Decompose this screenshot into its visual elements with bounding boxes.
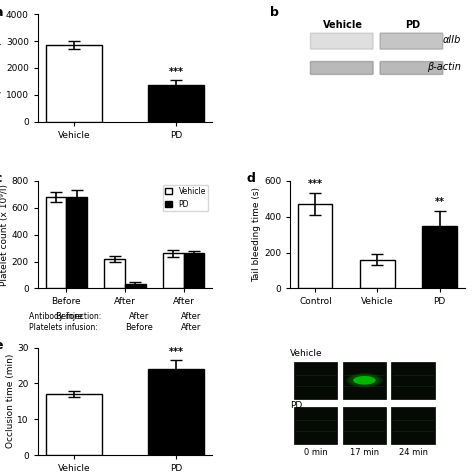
Text: ***: *** [308,179,323,189]
Text: e: e [0,339,3,352]
Bar [298,204,332,288]
Bar [294,407,337,444]
Text: Antibody injection:: Antibody injection: [29,312,101,321]
Text: Before: Before [55,312,83,321]
Text: PD: PD [291,401,302,410]
Text: c: c [0,172,2,185]
Text: PD: PD [405,19,420,29]
Text: 24 min: 24 min [399,447,428,456]
Text: 0 min: 0 min [304,447,328,456]
Bar [392,407,435,444]
Text: After: After [181,312,201,321]
Text: αIIb: αIIb [443,35,461,45]
FancyBboxPatch shape [310,33,373,49]
FancyBboxPatch shape [380,33,443,49]
Text: b: b [270,6,278,18]
Y-axis label: αIIb expression
(Geo Mean): αIIb expression (Geo Mean) [0,34,3,102]
Y-axis label: Platelet count (x 10⁹/l): Platelet count (x 10⁹/l) [0,183,9,286]
Bar [422,226,456,288]
Text: After: After [181,323,201,332]
Bar [104,259,125,288]
Text: Vehicle: Vehicle [323,19,363,29]
FancyBboxPatch shape [380,62,443,74]
Text: Platelets infusion:: Platelets infusion: [29,323,98,332]
Bar [392,362,435,399]
Y-axis label: Tail bleeding time (s): Tail bleeding time (s) [252,187,261,282]
Bar [46,197,66,288]
Bar [46,394,102,455]
Y-axis label: Occlusion time (min): Occlusion time (min) [6,354,15,448]
Ellipse shape [353,376,376,384]
Bar [360,260,394,288]
Text: After: After [129,312,149,321]
Bar [343,407,386,444]
Bar [183,254,204,288]
Bar [294,362,337,399]
Text: Vehicle: Vehicle [291,348,323,357]
Legend: Vehicle, PD: Vehicle, PD [163,185,208,211]
Bar [66,197,87,288]
Bar [46,45,102,122]
Text: 17 min: 17 min [350,447,379,456]
Text: **: ** [435,197,445,207]
Text: ***: *** [169,347,183,357]
Text: a: a [0,6,3,18]
Text: β-actin: β-actin [427,62,461,72]
FancyBboxPatch shape [310,62,373,74]
Bar [148,85,204,122]
Ellipse shape [349,374,380,386]
Bar [125,284,146,288]
Text: ***: *** [169,67,183,77]
Ellipse shape [346,373,383,387]
Bar [343,362,386,399]
Text: d: d [247,172,256,185]
Text: Before: Before [125,323,153,332]
Bar [148,369,204,455]
Bar [163,254,183,288]
